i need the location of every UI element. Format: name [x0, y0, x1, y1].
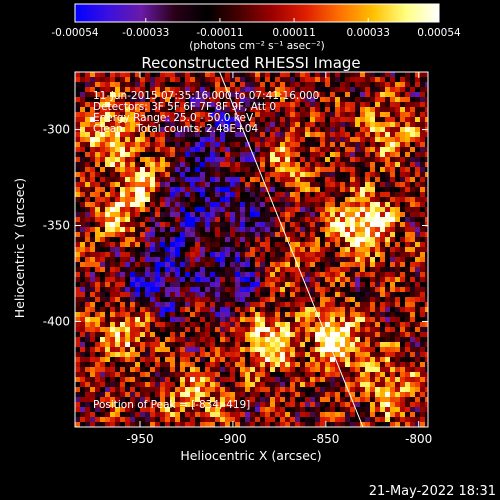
y-axis-ticks: -400 -350 -300: [43, 123, 428, 328]
x-axis-label: Heliocentric X (arcsec): [180, 448, 321, 463]
solar-limb-line: [219, 72, 364, 427]
observation-info: 11-Jun-2015 07:35:16.000 to 07:41:16.000…: [93, 90, 319, 135]
colorbar-unit-label: (photons cm⁻² s⁻¹ asec⁻²): [189, 40, 324, 52]
y-tick-label: -400: [43, 314, 70, 328]
info-energy-range: Energy Range: 25.0 - 50.0 keV: [93, 112, 254, 124]
x-tick-label: -900: [219, 432, 246, 446]
y-tick-label: -350: [43, 219, 70, 233]
plot-frame: [74, 71, 429, 428]
colorbar-tick-label: 0.00033: [347, 27, 390, 39]
colorbar-tick-label: -0.00054: [51, 27, 99, 39]
colorbar-tick-label: 0.00054: [417, 27, 461, 39]
x-axis-ticks: -950 -900 -850 -800: [126, 72, 432, 446]
colorbar-tick-label: -0.00011: [196, 27, 243, 39]
info-detectors: Detectors: 3F 5F 6F 7F 8F 9F, Att 0: [93, 101, 276, 113]
y-axis-label: Heliocentric Y (arcsec): [12, 178, 27, 318]
info-time-range: 11-Jun-2015 07:35:16.000 to 07:41:16.000: [93, 90, 319, 102]
heatmap-image: [75, 72, 428, 427]
colorbar: [74, 3, 440, 23]
y-tick-label: -300: [43, 123, 70, 137]
colorbar-ticks: -0.00054 -0.00033 -0.00011 0.00011 0.00033 0.…: [51, 18, 461, 39]
x-tick-label: -850: [312, 432, 339, 446]
x-tick-label: -950: [126, 432, 153, 446]
footer-date: 21-May-2022 18:31: [369, 484, 496, 499]
colorbar-tick-label: -0.00033: [122, 27, 169, 39]
colorbar-tick-label: 0.00011: [272, 27, 315, 39]
chart-title: Reconstructed RHESSI Image: [141, 54, 360, 72]
peak-position-label: Position of Peak = [-834,-419]: [93, 399, 250, 411]
x-tick-label: -800: [405, 432, 432, 446]
info-clean-counts: Clean Total counts: 2.48E+04: [93, 123, 258, 135]
